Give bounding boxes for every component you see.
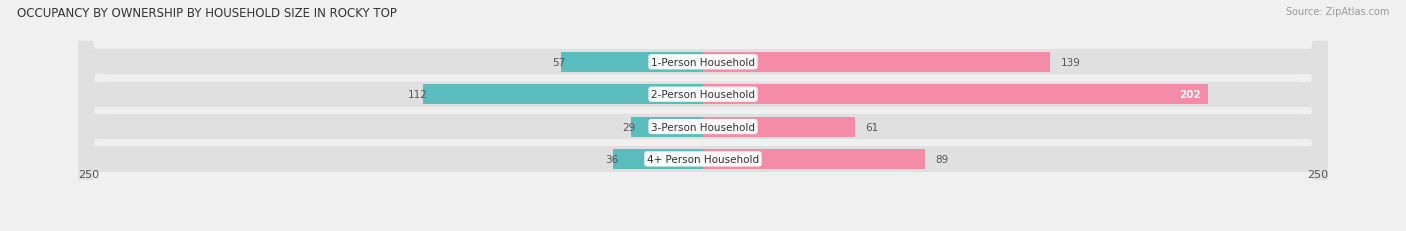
Text: OCCUPANCY BY OWNERSHIP BY HOUSEHOLD SIZE IN ROCKY TOP: OCCUPANCY BY OWNERSHIP BY HOUSEHOLD SIZE… <box>17 7 396 20</box>
Text: 4+ Person Household: 4+ Person Household <box>647 154 759 164</box>
Text: 89: 89 <box>935 154 949 164</box>
Legend: Owner-occupied, Renter-occupied: Owner-occupied, Renter-occupied <box>588 228 818 231</box>
Text: 112: 112 <box>408 90 427 100</box>
Bar <box>630 117 703 137</box>
Text: 57: 57 <box>553 58 565 67</box>
Bar <box>703 52 1050 73</box>
FancyBboxPatch shape <box>79 0 1327 231</box>
Text: Source: ZipAtlas.com: Source: ZipAtlas.com <box>1285 7 1389 17</box>
Text: 36: 36 <box>605 154 619 164</box>
Text: 202: 202 <box>1178 90 1201 100</box>
Bar <box>79 82 1327 107</box>
Text: 139: 139 <box>1060 58 1080 67</box>
Text: 2-Person Household: 2-Person Household <box>651 90 755 100</box>
Text: 61: 61 <box>866 122 879 132</box>
Bar <box>423 85 703 105</box>
Bar <box>561 52 703 73</box>
Bar <box>703 85 1208 105</box>
FancyBboxPatch shape <box>79 0 1327 231</box>
Bar <box>79 50 1327 75</box>
Text: 29: 29 <box>623 122 636 132</box>
Bar <box>613 149 703 169</box>
Bar <box>703 149 925 169</box>
Bar <box>703 117 855 137</box>
FancyBboxPatch shape <box>79 0 1327 231</box>
Text: 250: 250 <box>79 169 100 179</box>
FancyBboxPatch shape <box>79 0 1327 231</box>
Bar <box>79 147 1327 172</box>
Text: 3-Person Household: 3-Person Household <box>651 122 755 132</box>
Text: 1-Person Household: 1-Person Household <box>651 58 755 67</box>
Text: 250: 250 <box>1306 169 1327 179</box>
Bar <box>79 114 1327 140</box>
